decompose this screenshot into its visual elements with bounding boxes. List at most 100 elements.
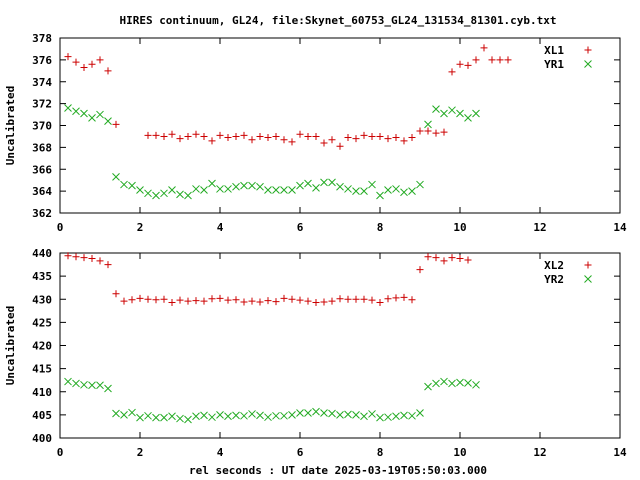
data-point — [288, 411, 296, 419]
data-point — [192, 185, 200, 193]
x-tick-label: 0 — [57, 446, 64, 459]
data-point — [136, 186, 144, 194]
data-point — [160, 413, 168, 422]
data-point — [392, 185, 400, 193]
data-point — [456, 378, 464, 387]
data-point — [96, 56, 104, 64]
chart-title: HIRES continuum, GL24, file:Skynet_60753… — [119, 14, 556, 27]
data-point — [96, 381, 104, 390]
panel-top: 362 364 366 368 370 372 374 376 378 0 2 4 6 8 10 12 14 Un… — [4, 32, 627, 234]
data-point — [472, 380, 480, 389]
data-point — [424, 253, 432, 261]
data-point — [448, 106, 456, 115]
data-point — [248, 181, 256, 190]
y-tick-label: 368 — [32, 141, 52, 154]
data-point — [184, 415, 192, 424]
data-point — [224, 185, 232, 193]
data-point — [392, 294, 400, 302]
data-point — [192, 297, 200, 305]
data-point — [208, 179, 216, 188]
data-point — [104, 261, 112, 269]
data-point — [152, 191, 160, 200]
data-point — [240, 131, 248, 139]
data-point — [72, 107, 80, 116]
x-tick-label: 0 — [57, 221, 64, 234]
data-point — [504, 56, 512, 64]
data-point — [256, 132, 264, 140]
data-point — [144, 131, 152, 139]
data-point — [328, 178, 336, 187]
y-tick-label: 430 — [32, 293, 52, 306]
data-point — [224, 296, 232, 304]
data-point — [184, 191, 192, 200]
data-point — [96, 257, 104, 265]
data-point — [88, 60, 96, 68]
x-tick-label: 8 — [377, 446, 384, 459]
data-point — [296, 181, 304, 190]
data-point — [208, 413, 216, 422]
data-point — [248, 297, 256, 305]
data-point — [224, 412, 232, 421]
data-point — [104, 384, 112, 393]
data-point — [280, 411, 288, 420]
data-point — [448, 68, 456, 76]
data-point — [80, 109, 88, 118]
data-point — [368, 296, 376, 304]
data-point — [352, 411, 360, 419]
data-point — [200, 297, 208, 305]
data-point — [248, 136, 256, 144]
data-point — [232, 296, 240, 304]
data-point — [152, 131, 160, 139]
data-point — [216, 411, 224, 419]
data-point — [424, 382, 432, 391]
data-point — [440, 377, 448, 386]
data-point — [168, 130, 176, 138]
data-point — [352, 135, 360, 143]
data-point — [64, 252, 72, 260]
legend-label: XL2 — [544, 259, 564, 272]
data-point — [352, 295, 360, 303]
x-tick-label: 10 — [453, 446, 466, 459]
data-point — [352, 187, 360, 195]
data-point — [456, 109, 464, 118]
data-point — [408, 296, 416, 304]
data-point — [216, 294, 224, 302]
data-point — [416, 180, 424, 189]
data-point — [264, 186, 272, 194]
data-point — [264, 413, 272, 422]
data-point — [320, 298, 328, 306]
data-point — [304, 132, 312, 140]
data-point — [280, 294, 288, 302]
data-point — [472, 109, 480, 118]
data-point — [232, 132, 240, 140]
data-point — [344, 134, 352, 142]
data-point — [120, 411, 128, 419]
data-point — [80, 64, 88, 72]
data-point — [72, 379, 80, 388]
data-point — [104, 67, 112, 75]
data-point — [160, 132, 168, 140]
data-point — [168, 412, 176, 421]
x-tick-label: 6 — [297, 446, 304, 459]
data-point — [360, 412, 368, 421]
data-point — [232, 182, 240, 191]
data-point — [240, 181, 248, 190]
data-point — [432, 379, 440, 388]
data-point — [424, 127, 432, 135]
data-point — [168, 298, 176, 306]
data-point — [144, 295, 152, 303]
data-point — [200, 411, 208, 420]
data-point — [376, 413, 384, 422]
data-point — [88, 255, 96, 263]
data-point — [240, 411, 248, 420]
y-tick-label: 372 — [32, 98, 52, 111]
data-point — [408, 134, 416, 142]
data-point — [112, 409, 120, 418]
data-point — [336, 142, 344, 150]
data-point — [288, 186, 296, 194]
legend-label: XL1 — [544, 44, 564, 57]
x-tick-label: 4 — [217, 446, 224, 459]
data-point — [344, 410, 352, 419]
data-point — [456, 255, 464, 263]
data-point — [432, 105, 440, 113]
